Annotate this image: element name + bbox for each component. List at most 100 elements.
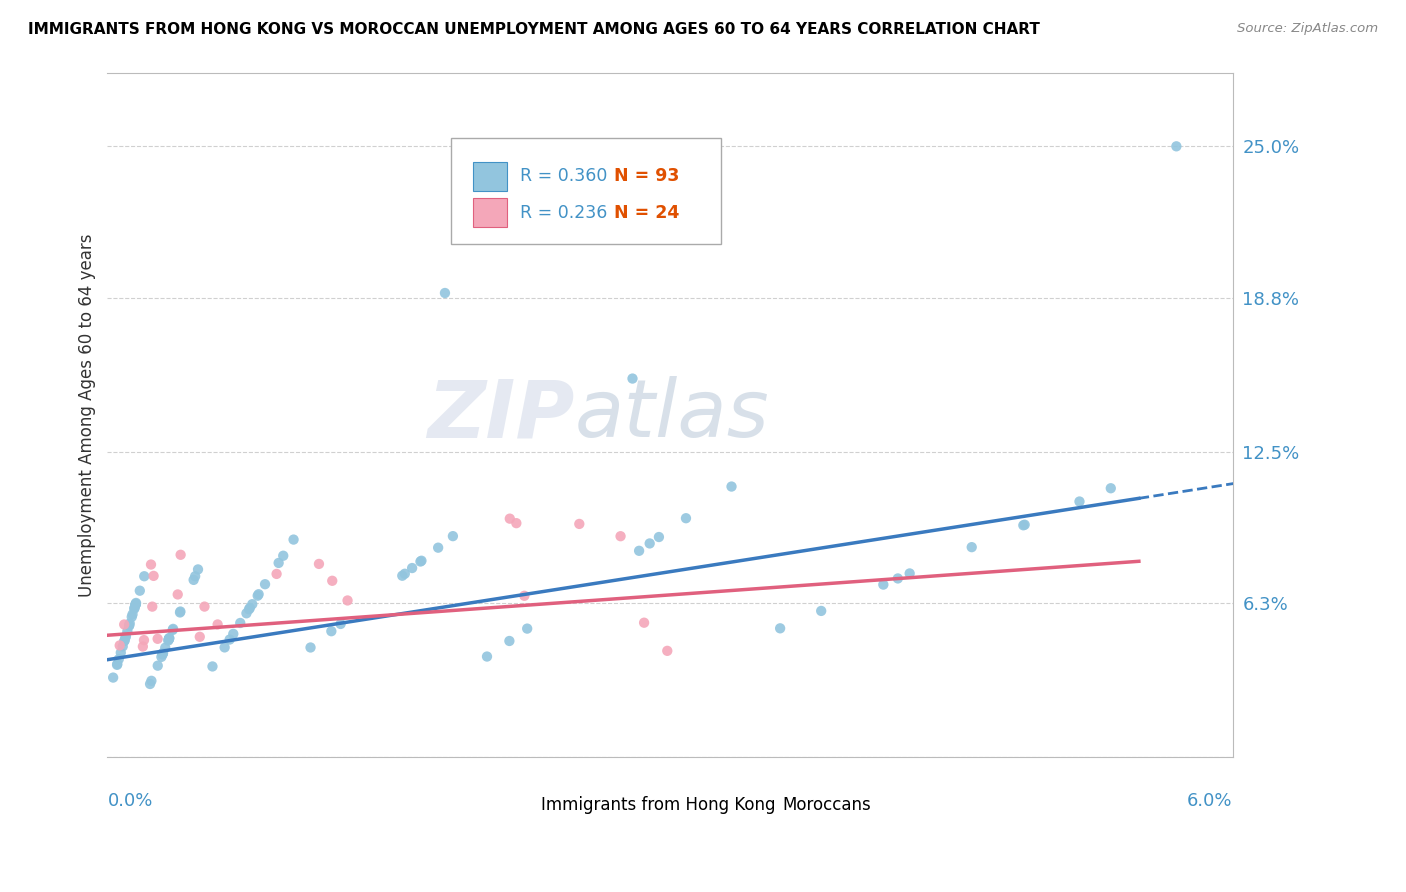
Text: ZIP: ZIP xyxy=(427,376,575,454)
Point xyxy=(266,566,288,581)
Point xyxy=(720,479,742,493)
Point xyxy=(409,555,432,569)
Point xyxy=(152,648,174,662)
Point xyxy=(114,633,136,648)
Point xyxy=(111,640,134,654)
Point xyxy=(240,597,263,611)
Point xyxy=(124,598,146,612)
Point xyxy=(499,511,522,525)
Point xyxy=(394,566,416,581)
Point xyxy=(498,634,520,648)
Point xyxy=(105,657,128,671)
Point xyxy=(609,529,631,543)
Text: Moroccans: Moroccans xyxy=(783,797,872,814)
Point xyxy=(118,616,141,631)
Point xyxy=(898,566,921,581)
Point xyxy=(121,607,143,622)
Point xyxy=(391,568,413,582)
Point xyxy=(124,598,146,612)
Text: 6.0%: 6.0% xyxy=(1187,792,1233,810)
Text: atlas: atlas xyxy=(575,376,769,454)
Point xyxy=(628,543,651,558)
Point xyxy=(238,602,260,616)
Text: R = 0.360: R = 0.360 xyxy=(520,167,607,185)
Text: 0.0%: 0.0% xyxy=(107,792,153,810)
FancyBboxPatch shape xyxy=(472,198,506,227)
Point xyxy=(401,561,423,575)
Point xyxy=(108,639,131,653)
Point xyxy=(122,602,145,616)
Y-axis label: Unemployment Among Ages 60 to 64 years: Unemployment Among Ages 60 to 64 years xyxy=(79,234,96,597)
Point xyxy=(321,624,343,639)
FancyBboxPatch shape xyxy=(472,162,506,191)
Point xyxy=(218,632,240,647)
Point xyxy=(183,573,205,587)
Point xyxy=(887,571,910,585)
Point xyxy=(621,371,644,385)
Point xyxy=(115,629,138,643)
FancyBboxPatch shape xyxy=(506,795,534,821)
Point xyxy=(235,607,257,621)
Text: IMMIGRANTS FROM HONG KONG VS MOROCCAN UNEMPLOYMENT AMONG AGES 60 TO 64 YEARS COR: IMMIGRANTS FROM HONG KONG VS MOROCCAN UN… xyxy=(28,22,1040,37)
Text: N = 93: N = 93 xyxy=(614,167,679,185)
Point xyxy=(166,587,188,601)
Point xyxy=(1014,517,1036,532)
Point xyxy=(1012,518,1035,533)
Point xyxy=(207,617,229,632)
Point xyxy=(121,610,143,624)
Point xyxy=(157,632,180,646)
Point xyxy=(427,541,450,555)
Point xyxy=(810,604,832,618)
Point xyxy=(229,615,252,630)
Point xyxy=(657,644,679,658)
Point xyxy=(638,536,661,550)
FancyBboxPatch shape xyxy=(751,795,779,821)
Point xyxy=(112,634,135,648)
Point xyxy=(169,548,191,562)
Point xyxy=(308,557,330,571)
Point xyxy=(505,516,527,531)
Point xyxy=(107,652,129,666)
Point xyxy=(246,589,269,603)
Point xyxy=(271,549,294,563)
Point xyxy=(125,596,148,610)
Point xyxy=(872,577,894,591)
Text: Source: ZipAtlas.com: Source: ZipAtlas.com xyxy=(1237,22,1378,36)
Point xyxy=(336,593,359,607)
Point xyxy=(299,640,322,655)
Point xyxy=(267,556,290,570)
Point xyxy=(157,632,180,646)
Point xyxy=(110,646,132,660)
Point xyxy=(433,285,456,300)
Point xyxy=(118,618,141,632)
Point xyxy=(142,569,165,583)
Point xyxy=(101,671,124,685)
Point xyxy=(169,606,191,620)
Point xyxy=(475,649,498,664)
Point xyxy=(214,640,236,655)
Point xyxy=(152,646,174,660)
Point xyxy=(960,540,983,554)
Point xyxy=(105,657,128,672)
Point xyxy=(112,617,135,632)
Point xyxy=(157,632,180,646)
Point xyxy=(633,615,655,630)
Point xyxy=(157,633,180,648)
Point xyxy=(568,516,591,531)
Point xyxy=(141,599,163,614)
Point xyxy=(152,647,174,661)
Point xyxy=(187,562,209,576)
Point xyxy=(1166,139,1188,153)
Point xyxy=(321,574,343,588)
Point xyxy=(283,533,305,547)
Point xyxy=(184,569,207,583)
Point xyxy=(128,583,150,598)
Point xyxy=(516,622,538,636)
Point xyxy=(1099,481,1122,495)
Point xyxy=(141,673,163,688)
Point xyxy=(648,530,671,544)
Point xyxy=(155,640,177,655)
Point xyxy=(150,649,173,664)
Point xyxy=(162,623,184,637)
Point xyxy=(124,600,146,615)
